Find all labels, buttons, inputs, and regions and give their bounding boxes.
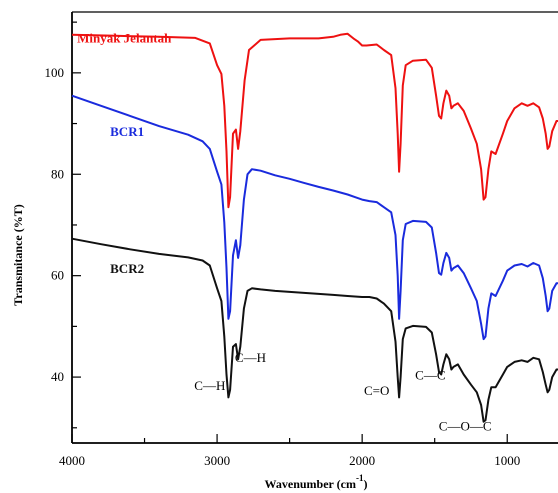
x-axis-title: Wavenumber (cm-1): [265, 473, 368, 491]
series-label-1: BCR1: [110, 124, 144, 139]
series-line-1: [71, 94, 558, 341]
x-axis-title-sup: -1: [356, 473, 364, 483]
axes: 40 60 80 100 4000 3000 2000 1000: [45, 11, 558, 468]
peak-annotation-2: C=O: [364, 383, 389, 398]
y-axis-title: Transmitance (%T): [11, 204, 25, 305]
label-layer: Minyak Jelantah BCR1 BCR2 C—H C—H C=O C—C C—O—C: [77, 30, 491, 433]
y-tick-label: 100: [45, 65, 65, 80]
x-axis-title-main: Wavenumber (cm: [265, 477, 356, 491]
series-label-0: Minyak Jelantah: [77, 30, 172, 45]
y-tick-label: 80: [51, 166, 64, 181]
x-tick-label: 2000: [349, 453, 375, 468]
peak-annotation-3: C—C: [415, 368, 445, 383]
x-tick-label: 4000: [59, 453, 85, 468]
peak-annotation-1: C—H: [235, 350, 266, 365]
peak-annotation-4: C—O—C: [439, 418, 492, 433]
series-line-0: [71, 32, 558, 209]
y-tick-label: 40: [51, 369, 64, 384]
x-tick-label: 1000: [494, 453, 520, 468]
peak-annotation-0: C—H: [194, 378, 225, 393]
series-layer: [71, 32, 558, 423]
x-axis-title-close: ): [363, 477, 367, 491]
series-line-2: [71, 237, 558, 423]
series-label-2: BCR2: [110, 261, 144, 276]
x-tick-label: 3000: [204, 453, 230, 468]
y-tick-label: 60: [51, 268, 64, 283]
